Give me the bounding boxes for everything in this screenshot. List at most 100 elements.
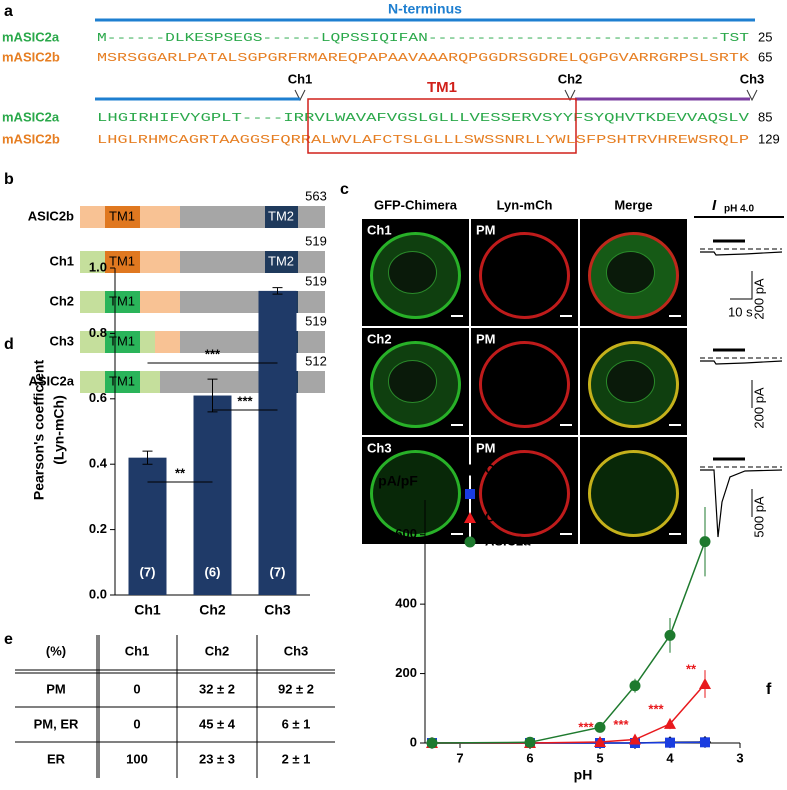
y-axis-label: pA/pF — [378, 473, 418, 489]
table-header: Ch2 — [205, 643, 230, 658]
x-axis-label: pH — [574, 767, 593, 783]
marker-label: Ch3 — [740, 71, 765, 86]
panel-label: e — [4, 631, 13, 648]
row-label: Ch2 — [367, 331, 392, 346]
construct-segment — [160, 371, 325, 393]
table-cell: 100 — [126, 751, 148, 766]
table-cell: 92 ± 2 — [278, 681, 314, 696]
marker-label: Ch1 — [288, 71, 313, 86]
table-cell: PM, ER — [34, 716, 79, 731]
x-tick-label: Ch3 — [264, 602, 291, 618]
row-label: Ch1 — [367, 222, 392, 237]
panel-label: c — [340, 181, 349, 198]
nucleus — [388, 360, 437, 403]
data-point — [594, 735, 606, 747]
sequence: M------DLKESPSEGS------LQPSSIQIFAN------… — [97, 31, 749, 45]
construct-segment — [80, 291, 105, 313]
panel-label: d — [4, 336, 14, 353]
data-point — [664, 717, 676, 729]
y-tick-label: 0.4 — [89, 456, 108, 471]
tm1-label: TM1 — [109, 208, 135, 223]
x-tick-label: 7 — [456, 750, 463, 765]
sequence: LHGIRHIFVYGPLT----IRRVLWAVAFVGSLGLLLVESS… — [97, 111, 750, 125]
y-tick-label: 0.2 — [89, 521, 107, 536]
column-header: Lyn-mCh — [497, 197, 553, 212]
table-cell: 0 — [133, 716, 140, 731]
construct-name: Ch3 — [49, 333, 74, 348]
y-axis-label: Pearson's coefficient — [31, 360, 47, 501]
trace-header: I — [712, 197, 717, 214]
tm1-label: TM1 — [109, 373, 135, 388]
marker-label: Ch2 — [558, 71, 583, 86]
construct-segment — [265, 251, 298, 273]
panel-label: b — [4, 171, 14, 188]
construct-segment — [180, 206, 325, 228]
legend-marker — [464, 512, 476, 523]
data-point — [629, 680, 641, 692]
construct-segment — [105, 206, 140, 228]
data-point — [524, 736, 536, 748]
nucleus — [606, 251, 655, 294]
table-cell: 45 ± 4 — [199, 716, 236, 731]
data-point — [699, 536, 711, 548]
data-point — [699, 677, 711, 689]
sequence: MSRSGGARLPATALSGPGRFRMAREQPAPAAVAAARQPGG… — [97, 51, 750, 65]
tm2-label: TM2 — [268, 253, 294, 268]
row-marker: PM — [476, 331, 496, 346]
tm1-label: TM1 — [109, 253, 135, 268]
table-cell: 2 ± 1 — [282, 751, 311, 766]
construct-segment — [80, 251, 105, 273]
scale-label: 200 pA — [751, 387, 766, 429]
bar — [258, 290, 297, 595]
n-label: (7) — [270, 564, 286, 579]
row-label: Ch3 — [367, 440, 392, 455]
column-header: Merge — [614, 197, 652, 212]
legend-label: ASIC2a — [485, 533, 531, 548]
micrograph — [471, 437, 578, 544]
current-trace — [700, 251, 783, 256]
cell-outline — [370, 450, 461, 537]
data-point — [594, 721, 606, 733]
micrograph — [471, 219, 578, 326]
y-tick-label: 200 — [395, 665, 417, 680]
significance-label: ** — [686, 661, 697, 676]
data-point — [700, 737, 710, 748]
tm1-label: TM1 — [109, 333, 135, 348]
y-tick-label: 1.0 — [89, 259, 107, 274]
construct-segment — [105, 291, 140, 313]
scale-label: 500 pA — [751, 496, 766, 538]
legend-label: Ch3 — [485, 509, 510, 524]
construct-length: 519 — [305, 233, 327, 248]
scale-label: 10 s — [728, 304, 753, 319]
y-tick-label: 0 — [410, 734, 417, 749]
x-tick-label: 6 — [526, 750, 533, 765]
tm2-label: TM2 — [268, 208, 294, 223]
cell-outline — [479, 232, 570, 319]
y-tick-label: 0.0 — [89, 586, 107, 601]
table-cell: ER — [47, 751, 66, 766]
construct-segment — [180, 251, 325, 273]
sequence-name: mASIC2a — [2, 109, 60, 124]
marker-caret — [564, 89, 576, 102]
tm1-label: TM1 — [427, 79, 457, 96]
tm1-label: TM1 — [109, 293, 135, 308]
nucleus — [606, 360, 655, 403]
sequence-end: 129 — [758, 131, 780, 146]
data-point — [426, 737, 438, 749]
x-tick-label: Ch1 — [134, 602, 161, 618]
scale-label: 200 pA — [751, 278, 766, 320]
table-cell: PM — [46, 681, 66, 696]
sequence: LHGLRHMCAGRTAAGGSFQRRALWVLAFCTSLGLLLSWSS… — [97, 133, 749, 147]
y-tick-label: 400 — [395, 596, 417, 611]
sequence-end: 25 — [758, 29, 772, 44]
n-label: (7) — [140, 564, 156, 579]
panel-label: a — [4, 3, 13, 20]
current-trace — [700, 469, 783, 538]
sequence-end: 65 — [758, 49, 772, 64]
construct-name: Ch2 — [49, 293, 74, 308]
construct-segment — [180, 331, 325, 353]
y-tick-label: 0.6 — [89, 390, 107, 405]
data-point — [629, 733, 641, 745]
significance-label: *** — [613, 717, 629, 732]
